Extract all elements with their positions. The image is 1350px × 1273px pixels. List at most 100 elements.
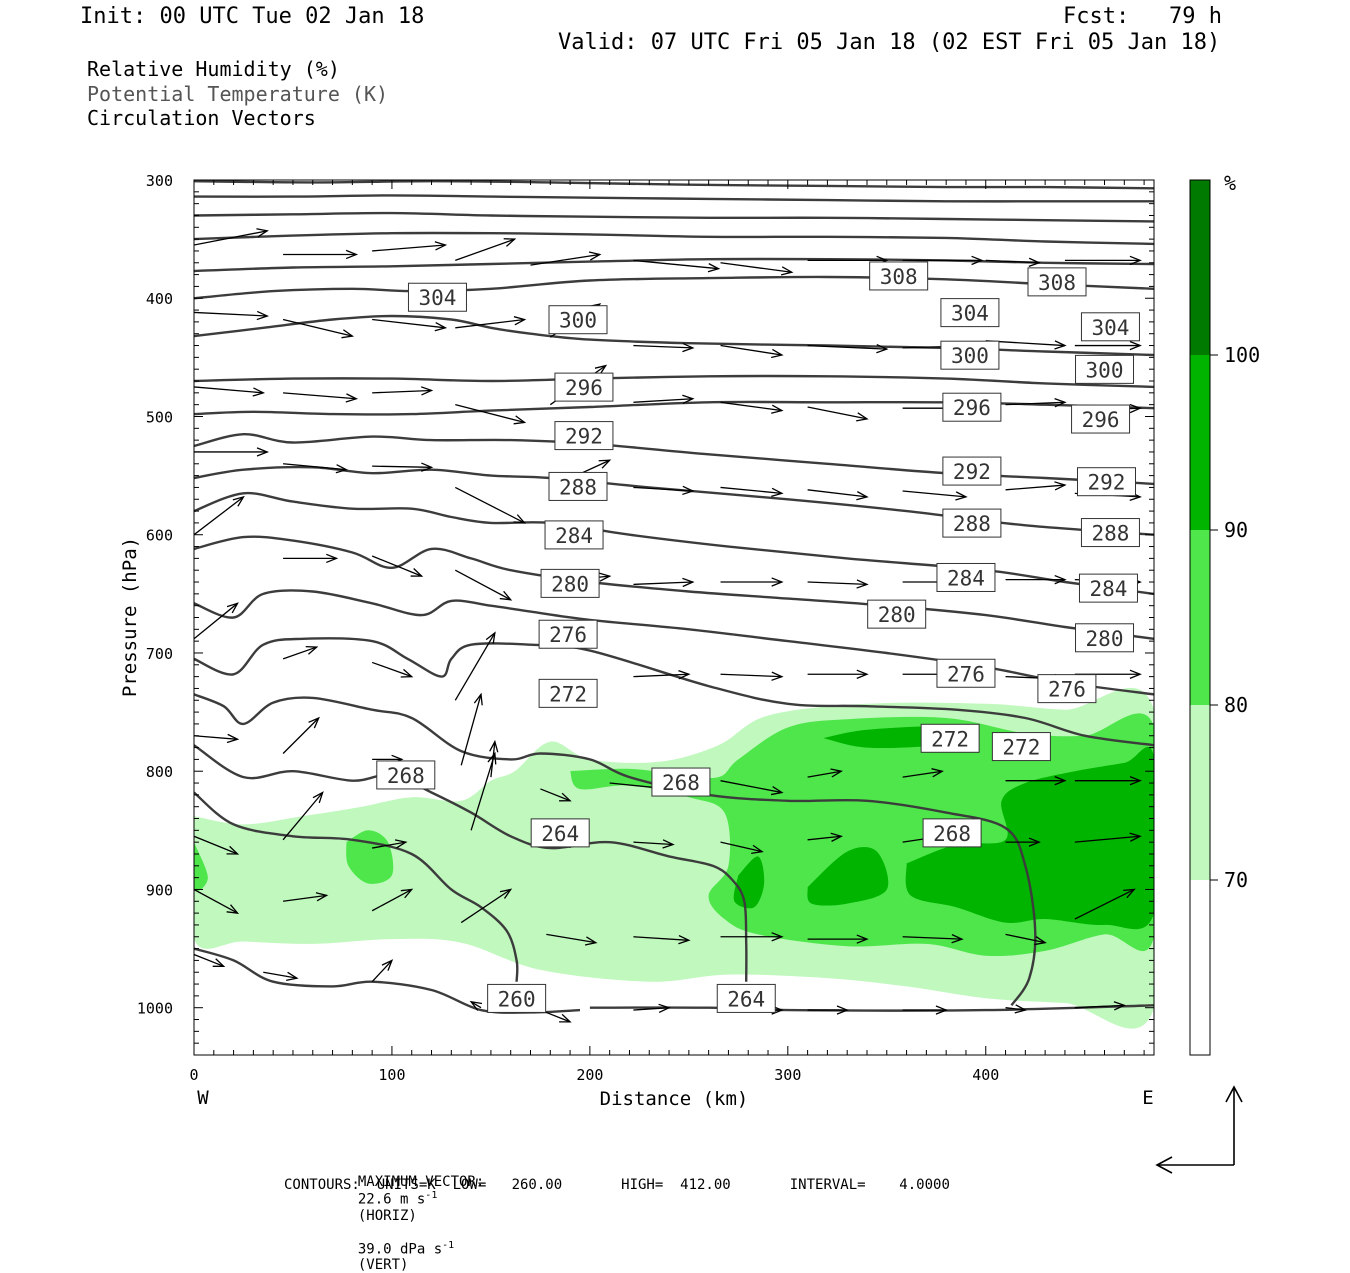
contour-label: 300 [940,340,1000,370]
contour-label-box [942,456,1002,486]
vector-shaft [1005,1007,1026,1011]
theta-contour-264 [194,744,748,982]
vector-shaft [807,835,842,841]
vector-head [487,751,497,765]
vector-shaft [807,770,842,778]
circulation-vector [1005,398,1067,408]
circulation-vector [1005,481,1067,491]
vector-head [312,791,324,804]
circulation-vector [902,934,964,944]
circulation-vector [371,661,414,678]
vector-shaft [263,971,298,979]
contour-label-text: 292 [1088,471,1126,495]
vector-shaft [372,389,432,394]
contour-label-box [554,421,614,451]
circulation-vector [283,553,339,564]
circulation-vector [1074,888,1136,920]
x-tick-label: 300 [774,1066,801,1084]
circulation-vector [282,716,320,754]
circulation-vector [371,555,424,577]
legend-vectors: Circulation Vectors [87,106,316,130]
vector-head [1028,837,1041,847]
circulation-vector [283,463,349,474]
contour-label: 300 [1075,354,1135,384]
vector-shaft [530,253,600,266]
contour-label-box [1078,573,1138,603]
vector-head [771,487,784,498]
vector-head [513,316,527,326]
vector-shaft [633,581,693,586]
vector-head [830,832,844,842]
contour-label-text: 304 [951,302,989,326]
vector-shaft [194,835,238,855]
vector-shaft [720,673,782,678]
contour-label-text: 288 [953,512,991,536]
vector-head [780,266,794,276]
theta-contour-316 [194,231,1154,246]
vector-head [971,255,984,266]
vector-head [286,971,299,982]
vector-head [951,934,964,944]
vector-shaft [1005,484,1065,491]
contour-label-box [407,282,467,312]
vector-shaft [371,555,422,577]
contour-label-text: 308 [880,265,918,289]
vector-head [594,364,608,376]
contours-info: CONTOURS: UNITS=K LOW= 260.00 HIGH= 412.… [284,1177,950,1193]
contour-label-text: 280 [551,572,589,596]
circulation-vector [633,485,695,496]
contour-label-box [540,568,600,598]
x-end-west: W [197,1087,209,1109]
x-tick-label: 100 [378,1066,405,1084]
y-tick-label: 300 [146,172,173,190]
theta-contour-260 [194,791,519,982]
contour-labels: 260 264 264 268 268 268 272 272 272 276 276 276 280 2… [376,261,1140,1013]
vector-head [420,386,434,396]
circulation-vector [902,768,944,778]
circulation-vector [1074,832,1142,843]
colorbar-frame [1189,179,1211,1056]
circulation-vector [371,888,414,912]
vector-head [513,415,527,425]
circulation-vector [371,959,394,983]
circulation-vector [372,462,434,472]
contour-label: 296 [942,392,1002,422]
vector-head [1129,832,1142,842]
forecast-hour: Fcst: 79 h [1063,4,1222,29]
vector-head [682,577,695,588]
y-tick-label: 500 [146,408,173,426]
vector-head [856,934,869,944]
vector-shaft [902,936,963,940]
circulation-vector [807,768,843,778]
vector-shaft [372,841,406,849]
vector-head [856,669,869,679]
circulation-vector [194,386,266,397]
x-tick-label: 400 [972,1066,999,1084]
vector-shaft [454,569,512,601]
contour-label-text: 292 [565,425,603,449]
contour-label: 276 [936,658,996,688]
vector-head [232,495,245,507]
contour-label-box [544,520,604,550]
contour-label-box [922,818,982,848]
vector-head [707,263,721,273]
vector-head [513,514,527,524]
vector-head [955,491,968,501]
vector-shaft [194,496,244,536]
contour-label: 288 [548,471,608,501]
vector-head [212,958,226,967]
vector-head [1129,669,1142,679]
max-vector-line: MAXIMUM VECTOR: 22.6 m s-1 (HORIZ) 39.0 … [341,1158,484,1273]
contour-label-box [991,732,1051,762]
contour-label-box [554,372,614,402]
theta-contour-272 [194,637,1154,747]
rh-colorbar: 70 80 90 100 [1189,179,1260,1056]
vector-head [662,839,675,849]
y-tick-label: 400 [146,290,173,308]
vector-head [410,568,424,577]
vector-shaft [194,311,268,317]
vector-head [588,251,602,261]
theta-contour-304 [194,314,1154,357]
contour-label: 292 [1076,467,1136,497]
circulation-vector [194,228,269,246]
